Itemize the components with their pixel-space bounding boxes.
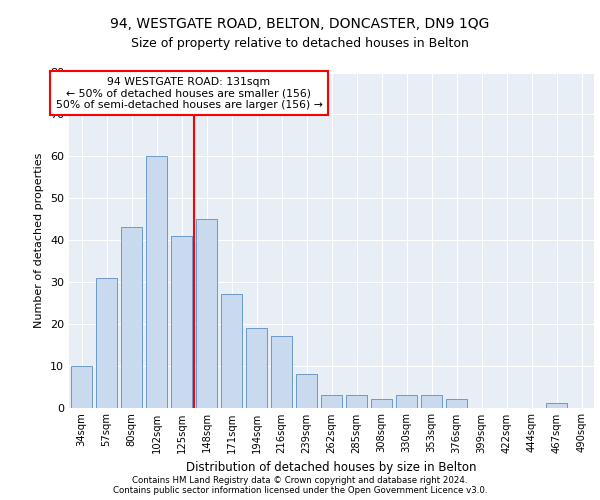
Y-axis label: Number of detached properties: Number of detached properties [34,152,44,328]
Bar [146,156,167,407]
Bar [121,228,142,408]
Bar [446,399,467,407]
Bar [371,399,392,407]
Text: Contains public sector information licensed under the Open Government Licence v3: Contains public sector information licen… [113,486,487,495]
Bar [96,278,117,407]
Bar [196,219,217,408]
Bar [421,395,442,407]
Bar [71,366,92,408]
Bar [321,395,342,407]
Text: 94 WESTGATE ROAD: 131sqm
← 50% of detached houses are smaller (156)
50% of semi-: 94 WESTGATE ROAD: 131sqm ← 50% of detach… [56,76,322,110]
Bar [171,236,192,408]
Bar [271,336,292,407]
Text: 94, WESTGATE ROAD, BELTON, DONCASTER, DN9 1QG: 94, WESTGATE ROAD, BELTON, DONCASTER, DN… [110,18,490,32]
Bar [221,294,242,408]
Bar [546,404,567,407]
Bar [346,395,367,407]
X-axis label: Distribution of detached houses by size in Belton: Distribution of detached houses by size … [186,461,477,474]
Bar [296,374,317,408]
Text: Contains HM Land Registry data © Crown copyright and database right 2024.: Contains HM Land Registry data © Crown c… [132,476,468,485]
Text: Size of property relative to detached houses in Belton: Size of property relative to detached ho… [131,38,469,51]
Bar [396,395,417,407]
Bar [246,328,267,407]
